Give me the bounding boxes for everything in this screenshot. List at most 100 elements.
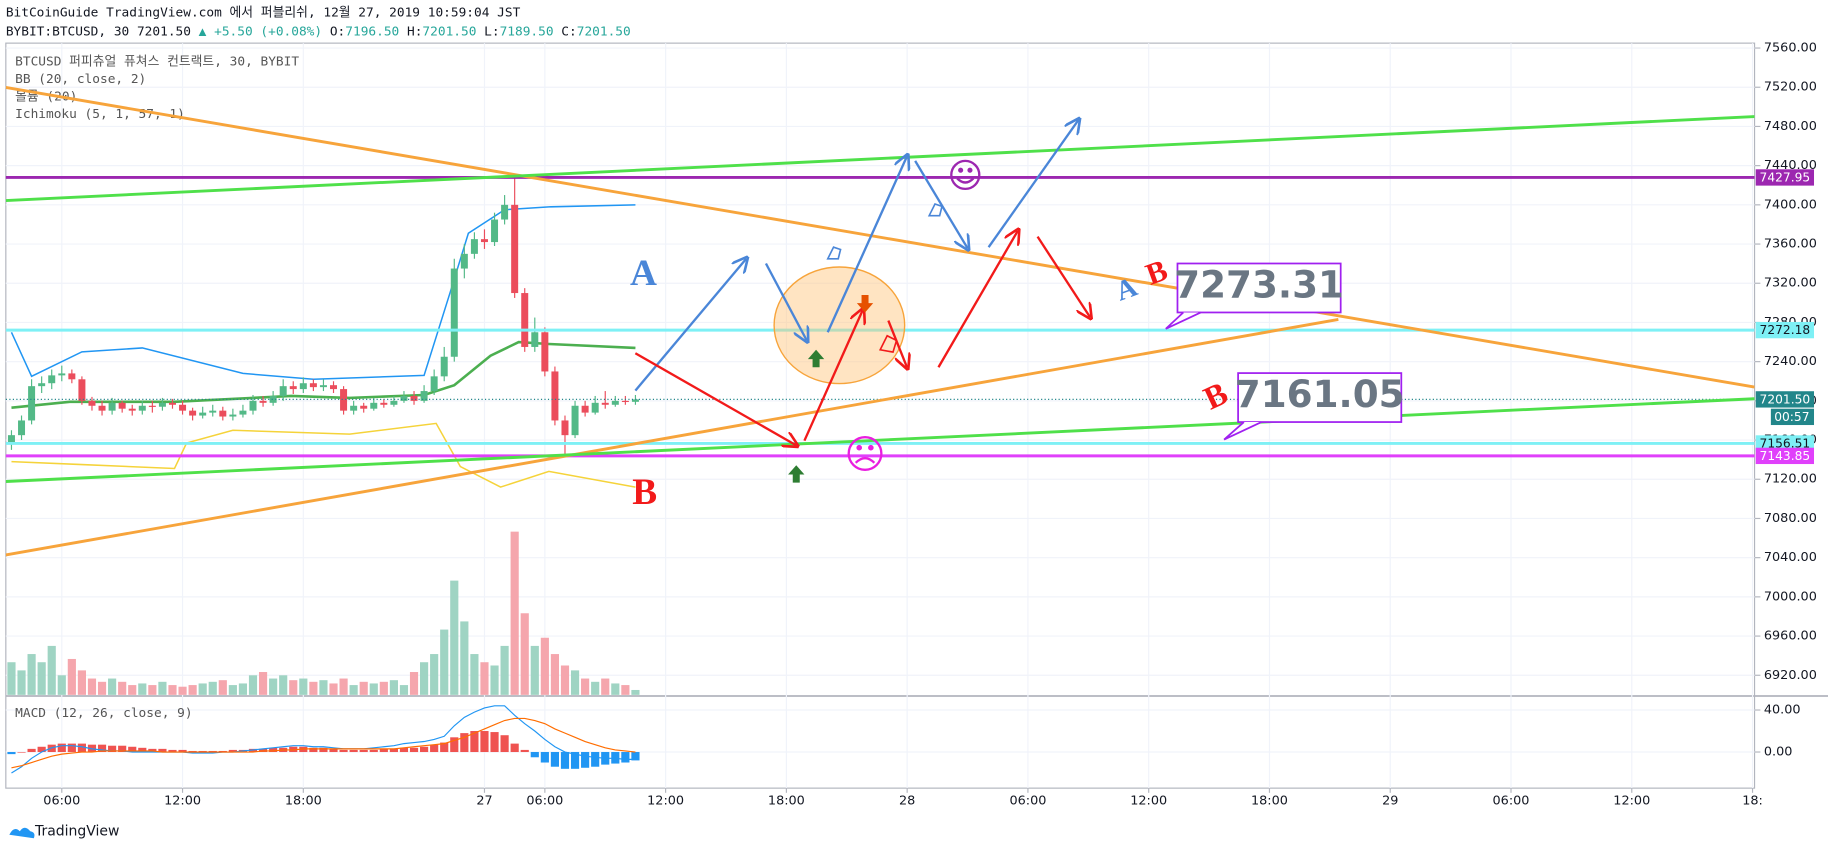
x-tick-label: 12:00: [1613, 793, 1650, 808]
trend-line: [5, 397, 1755, 483]
candle-body: [189, 410, 197, 416]
macd-histogram-bar: [349, 749, 358, 753]
macd-histogram-bar: [480, 731, 489, 753]
ohlc-value: 7196.50: [345, 24, 399, 39]
macd-histogram-bar: [540, 752, 549, 763]
macd-histogram-bar: [581, 752, 590, 768]
candle-body: [289, 386, 297, 390]
macd-histogram-bar: [97, 744, 107, 753]
volume-bar: [530, 645, 539, 695]
volume-bar: [299, 678, 308, 695]
up-icon: [788, 465, 805, 483]
y-tick-label: 7520.00: [1764, 80, 1817, 95]
label-a: A: [630, 253, 657, 294]
volume-bar: [621, 685, 630, 695]
macd-histogram-bar: [178, 749, 187, 753]
macd-histogram-bar: [228, 749, 237, 753]
y-tick-label: 40.00: [1764, 703, 1801, 718]
x-tick-label: 06:00: [43, 793, 80, 808]
macd-histogram-bar: [520, 749, 529, 753]
candle-body: [118, 402, 126, 409]
macd-histogram-bar: [530, 752, 539, 758]
x-tick-label: 06:00: [1009, 793, 1046, 808]
price-label-box: [1755, 169, 1815, 186]
macd-histogram-bar: [138, 747, 147, 753]
candle-body: [158, 402, 166, 407]
volume-bar: [409, 672, 419, 695]
candle-body: [601, 402, 609, 405]
candle-body: [430, 376, 438, 392]
x-tick-label: 12:00: [164, 793, 201, 808]
macd-histogram-bar: [77, 743, 86, 753]
y-tick-label: 7320.00: [1764, 276, 1817, 291]
candle-body: [330, 385, 338, 390]
candle-body: [631, 399, 639, 402]
candle-body: [138, 405, 146, 411]
change: +5.50 (+0.08%): [214, 24, 322, 39]
candle-body: [128, 408, 136, 411]
volume-bar: [550, 654, 560, 695]
macd-histogram-bar: [631, 752, 640, 761]
price-label: 7201.50: [1760, 392, 1811, 406]
volume-bar: [158, 681, 167, 695]
volume-bar: [450, 580, 459, 695]
candle-body: [239, 410, 247, 415]
macd-histogram-bar: [67, 743, 76, 753]
macd-histogram-bar: [108, 745, 117, 753]
candle-body: [68, 373, 76, 380]
trend-line: [5, 115, 1755, 202]
price-label: 7156.51: [1760, 437, 1811, 451]
volume-bar: [359, 681, 368, 695]
macd-histogram-bar: [490, 732, 499, 753]
countdown-box: [1770, 408, 1815, 426]
volume-bar: [27, 654, 36, 695]
volume-bar: [490, 665, 499, 695]
price-label-box: [1755, 447, 1815, 465]
candle-body: [299, 383, 307, 390]
footer-brand: TradingView: [34, 823, 119, 839]
macd-histogram-bar: [319, 747, 328, 753]
x-tick-label: 29: [1382, 793, 1398, 808]
price-label-box: [1755, 321, 1815, 339]
volume-bar: [510, 531, 519, 695]
candle-body: [551, 371, 559, 421]
hand-icon: [878, 334, 898, 354]
macd-histogram-bar: [430, 744, 439, 753]
macd-histogram-bar: [460, 733, 469, 753]
candle-body: [340, 389, 348, 411]
candle-body: [581, 405, 589, 413]
candle-body: [400, 395, 408, 401]
y-tick-label: 7120.00: [1764, 472, 1817, 487]
volume-bar: [440, 629, 449, 695]
macd-histogram-bar: [470, 731, 479, 753]
macd-histogram-bar: [339, 749, 348, 753]
label-box-text: 7273.31: [1174, 262, 1344, 306]
legend-item: BTCUSD 퍼피츄얼 퓨쳐스 컨트랙트, 30, BYBIT: [15, 54, 299, 69]
volume-bar: [148, 685, 157, 695]
macd-histogram-bar: [309, 747, 318, 753]
macd-histogram-bar: [510, 743, 519, 753]
x-tick-label: 06:00: [526, 793, 563, 808]
candle-body: [611, 400, 619, 405]
volume-bar: [57, 675, 66, 695]
candle-body: [269, 395, 277, 403]
legend-item: BB (20, close, 2): [15, 72, 146, 87]
macd-histogram-bar: [621, 752, 630, 763]
x-tick-label: 18:00: [1251, 793, 1288, 808]
candle-body: [38, 383, 46, 387]
macd-histogram-bar: [440, 742, 449, 753]
candle-body: [309, 383, 317, 388]
macd-histogram-bar: [560, 752, 570, 769]
volume-bar: [349, 685, 358, 695]
volume-bar: [339, 678, 348, 695]
volume-bar: [178, 686, 187, 695]
macd-histogram-bar: [37, 746, 46, 753]
volume-bar: [631, 689, 640, 695]
candle-body: [209, 410, 217, 413]
label-pointer: [1165, 311, 1202, 330]
macd-histogram-bar: [128, 746, 137, 753]
volume-bar: [480, 662, 489, 695]
up-icon: [807, 349, 825, 368]
series: [7, 175, 640, 774]
volume-bar: [560, 665, 570, 695]
